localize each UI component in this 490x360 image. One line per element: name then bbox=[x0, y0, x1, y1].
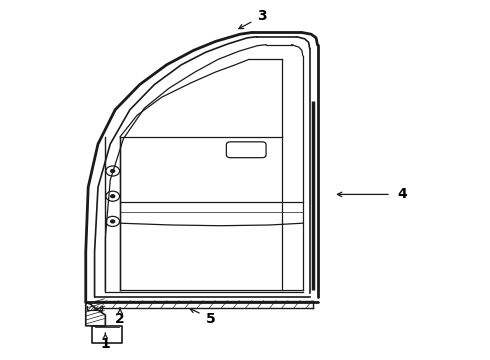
Circle shape bbox=[111, 170, 115, 172]
Text: 5: 5 bbox=[206, 312, 216, 325]
Text: 2: 2 bbox=[115, 312, 125, 325]
Text: 3: 3 bbox=[257, 9, 267, 23]
FancyBboxPatch shape bbox=[226, 142, 266, 158]
Circle shape bbox=[111, 195, 115, 198]
Text: 1: 1 bbox=[100, 337, 110, 351]
Text: 4: 4 bbox=[397, 188, 407, 201]
Circle shape bbox=[111, 220, 115, 223]
